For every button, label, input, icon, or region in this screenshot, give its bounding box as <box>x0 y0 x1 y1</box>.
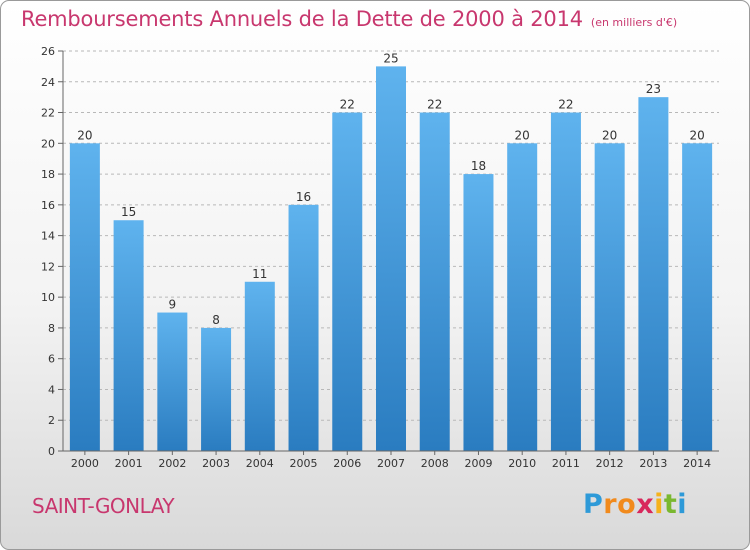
bar <box>550 112 581 452</box>
bar <box>244 281 275 451</box>
y-tick-label: 24 <box>41 76 55 89</box>
data-label: 16 <box>296 190 311 204</box>
x-tick-label: 2001 <box>115 457 143 470</box>
y-tick-label: 22 <box>41 107 55 120</box>
data-label: 20 <box>689 128 704 142</box>
chart-title: Remboursements Annuels de la Dette de 20… <box>21 7 677 31</box>
x-tick-label: 2005 <box>290 457 318 470</box>
brand-letter: i <box>654 489 664 520</box>
commune-name: SAINT-GONLAY <box>32 494 175 518</box>
data-label: 25 <box>383 51 398 65</box>
bar <box>332 112 363 452</box>
bar <box>69 143 100 452</box>
data-label: 8 <box>212 313 220 327</box>
x-tick-label: 2000 <box>71 457 99 470</box>
x-tick-label: 2002 <box>158 457 186 470</box>
bar <box>376 66 406 451</box>
data-label: 20 <box>515 128 530 142</box>
data-label: 20 <box>77 128 92 142</box>
y-tick-label: 2 <box>48 414 55 427</box>
y-tick-label: 8 <box>48 322 55 335</box>
bar <box>507 143 538 452</box>
bar <box>463 174 494 452</box>
bars <box>69 66 713 452</box>
axes <box>58 50 719 455</box>
y-tick-label: 16 <box>41 199 55 212</box>
x-tick-label: 2010 <box>508 457 536 470</box>
y-tick-label: 18 <box>41 168 55 181</box>
y-tick-label: 0 <box>48 445 55 458</box>
bar <box>201 327 232 451</box>
x-tick-label: 2007 <box>377 457 405 470</box>
y-tick-label: 12 <box>41 260 55 273</box>
data-label: 22 <box>558 98 573 112</box>
data-label: 11 <box>252 267 267 281</box>
x-tick-label: 2004 <box>246 457 274 470</box>
data-label: 22 <box>427 98 442 112</box>
x-tick-label: 2013 <box>639 457 667 470</box>
data-label: 22 <box>340 98 355 112</box>
bar <box>157 312 188 451</box>
x-tick-label: 2011 <box>552 457 580 470</box>
chart-title-text: Remboursements Annuels de la Dette de 20… <box>21 7 583 31</box>
x-tick-label: 2012 <box>596 457 624 470</box>
brand-letter: i <box>677 489 688 520</box>
bar <box>419 112 450 452</box>
labels: 0246810121416182022242620200015200192002… <box>41 45 711 470</box>
y-tick-label: 26 <box>41 45 55 58</box>
bar <box>594 143 625 452</box>
x-tick-label: 2006 <box>333 457 361 470</box>
data-label: 18 <box>471 159 486 173</box>
y-tick-label: 10 <box>41 291 55 304</box>
y-tick-label: 20 <box>41 137 55 150</box>
x-tick-label: 2014 <box>683 457 711 470</box>
x-tick-label: 2009 <box>464 457 492 470</box>
brand-logo: Proxiti <box>583 489 687 520</box>
y-tick-label: 14 <box>41 230 55 243</box>
data-label: 15 <box>121 205 136 219</box>
brand-letter: o <box>617 489 637 520</box>
bar <box>113 220 144 451</box>
bar <box>288 204 319 451</box>
brand-letter: P <box>583 489 604 520</box>
y-tick-label: 6 <box>48 353 55 366</box>
chart-subtitle: (en milliers d'€) <box>590 16 678 29</box>
data-label: 23 <box>646 82 661 96</box>
data-label: 9 <box>169 298 177 312</box>
brand-letter: t <box>663 489 678 520</box>
bar <box>638 97 669 452</box>
brand-letter: r <box>603 489 618 520</box>
data-label: 20 <box>602 128 617 142</box>
x-tick-label: 2003 <box>202 457 230 470</box>
x-tick-label: 2008 <box>421 457 449 470</box>
y-tick-label: 4 <box>48 383 55 396</box>
bar <box>682 143 713 452</box>
brand-letter: x <box>636 489 655 520</box>
